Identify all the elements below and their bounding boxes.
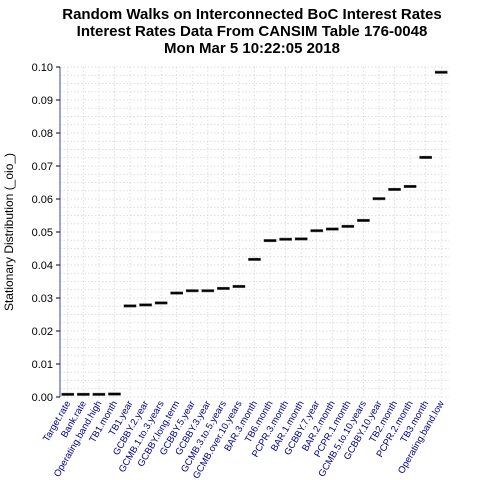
y-axis-label: Stationary Distribution (_oio_)	[2, 153, 16, 311]
y-tick-label: 0.08	[32, 128, 53, 140]
box-marks	[61, 70, 448, 396]
chart-title-line-1: Random Walks on Interconnected BoC Inter…	[62, 6, 442, 23]
y-tick-label: 0.09	[32, 95, 53, 107]
y-tick-label: 0.07	[32, 161, 53, 173]
y-tick-label: 0.04	[32, 260, 53, 272]
chart-title-line-2: Interest Rates Data From CANSIM Table 17…	[77, 23, 428, 40]
y-axis: 0.00 0.01 0.02 0.03 0.04 0.05 0.06 0.07 0.08 0.09…	[32, 62, 61, 404]
grid	[60, 66, 449, 398]
y-tick-label: 0.06	[32, 194, 53, 206]
y-tick-label: 0.00	[32, 392, 53, 404]
y-tick-label: 0.02	[32, 326, 53, 338]
x-axis-labels: Target.rateBank.rateOperating.band.highT…	[41, 399, 447, 480]
y-tick-label: 0.03	[32, 293, 53, 305]
y-tick-label: 0.10	[32, 62, 53, 74]
y-tick-label: 0.05	[32, 227, 53, 239]
y-tick-label: 0.01	[32, 359, 53, 371]
chart-title-line-3: Mon Mar 5 10:22:05 2018	[164, 40, 340, 57]
